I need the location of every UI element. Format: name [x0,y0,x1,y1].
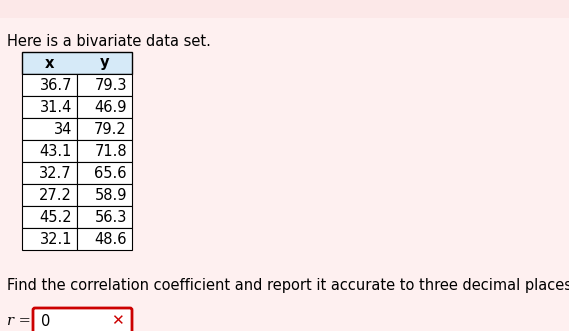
Bar [22,162,77,184]
Bar [22,184,77,206]
Bar [77,162,132,184]
Text: 45.2: 45.2 [39,210,72,224]
Bar [77,118,132,140]
Text: 27.2: 27.2 [39,187,72,203]
Bar [22,118,77,140]
Bar [77,140,132,162]
Bar [22,52,132,74]
Text: 32.1: 32.1 [39,231,72,247]
Bar [77,96,132,118]
Text: 34: 34 [53,121,72,136]
Bar [0,0,569,18]
Text: 31.4: 31.4 [40,100,72,115]
Text: 43.1: 43.1 [40,144,72,159]
Text: ✕: ✕ [112,313,124,328]
Bar [22,74,77,96]
Bar [77,74,132,96]
Bar [77,228,132,250]
Bar [22,140,77,162]
Bar [22,228,77,250]
Bar [77,184,132,206]
Text: 58.9: 58.9 [94,187,127,203]
FancyBboxPatch shape [33,308,132,331]
Text: 65.6: 65.6 [94,166,127,180]
Text: 32.7: 32.7 [39,166,72,180]
Text: Here is a bivariate data set.: Here is a bivariate data set. [7,34,211,50]
Bar [22,206,77,228]
Text: 79.2: 79.2 [94,121,127,136]
Text: 0: 0 [41,313,51,328]
Text: 36.7: 36.7 [39,77,72,92]
Text: 79.3: 79.3 [94,77,127,92]
Text: r =: r = [7,314,31,328]
Text: 46.9: 46.9 [94,100,127,115]
Text: 48.6: 48.6 [94,231,127,247]
Text: 56.3: 56.3 [94,210,127,224]
Bar [77,206,132,228]
Bar [22,96,77,118]
Text: 71.8: 71.8 [94,144,127,159]
Text: y: y [100,56,109,71]
Text: x: x [45,56,54,71]
Text: Find the correlation coefficient and report it accurate to three decimal places.: Find the correlation coefficient and rep… [7,278,569,293]
